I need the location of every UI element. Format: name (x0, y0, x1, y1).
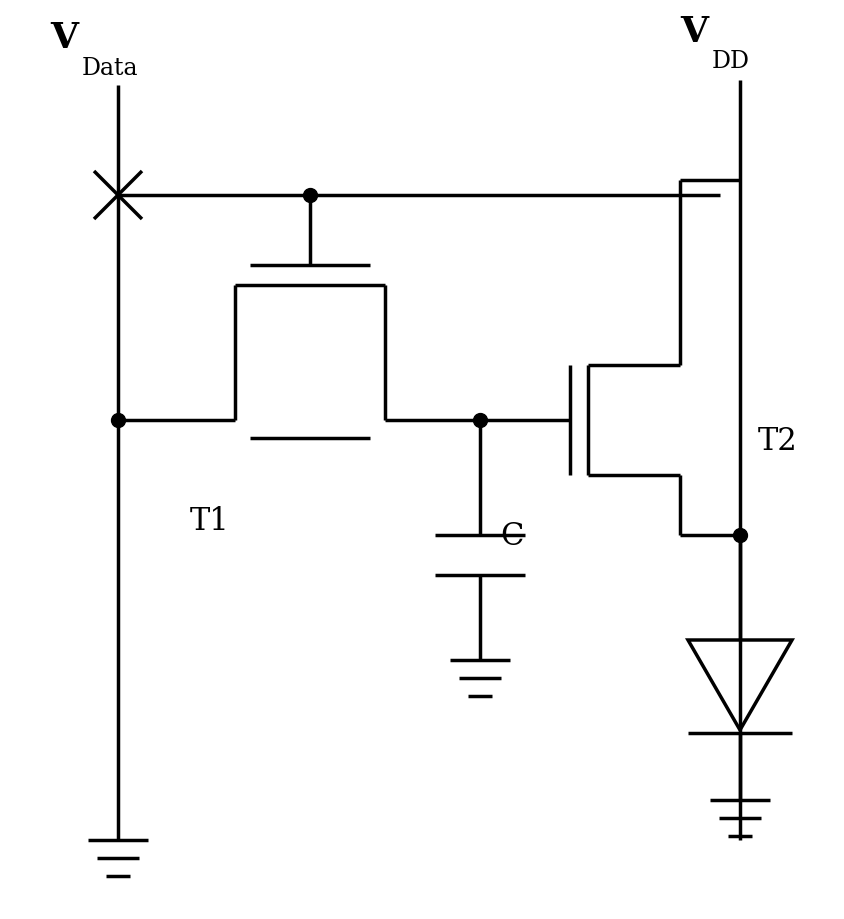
Text: T1: T1 (190, 506, 230, 537)
Text: T2: T2 (758, 426, 798, 457)
Text: V: V (680, 15, 708, 49)
Text: Data: Data (82, 57, 138, 80)
Text: DD: DD (712, 50, 750, 73)
Text: V: V (50, 21, 78, 55)
Text: C: C (500, 521, 523, 552)
